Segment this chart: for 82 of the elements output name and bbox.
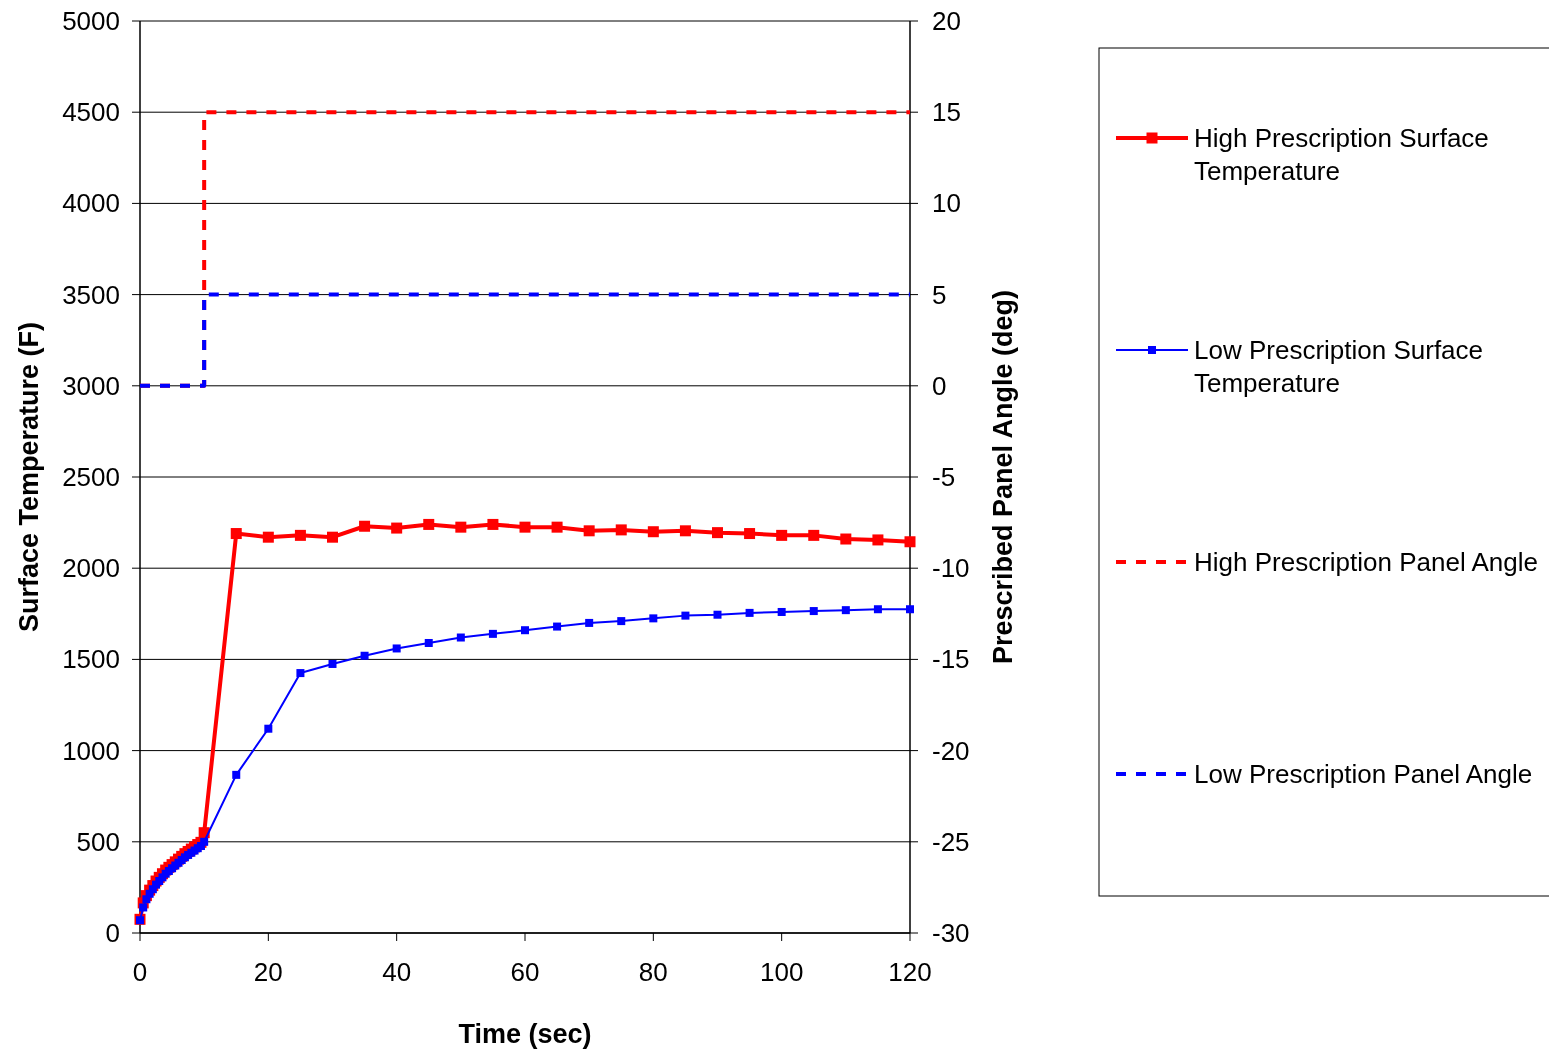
point bbox=[713, 610, 722, 619]
point bbox=[906, 605, 914, 614]
y-tick-label: 5000 bbox=[62, 6, 120, 36]
y-tick-label: 0 bbox=[105, 918, 120, 948]
y-tick-label: 1000 bbox=[62, 735, 120, 766]
point bbox=[551, 521, 563, 533]
y2-tick-label: 10 bbox=[932, 188, 961, 219]
point bbox=[521, 626, 529, 635]
point bbox=[904, 536, 916, 548]
point bbox=[776, 529, 788, 541]
x-tick-label: 120 bbox=[888, 957, 932, 987]
point bbox=[681, 611, 690, 620]
y2-tick-label: 5 bbox=[932, 279, 947, 310]
point bbox=[328, 659, 337, 668]
y2-tick-label: 0 bbox=[932, 370, 947, 401]
point bbox=[423, 518, 435, 530]
point bbox=[519, 521, 531, 533]
point bbox=[139, 903, 148, 912]
x-tick-label: 20 bbox=[253, 957, 283, 987]
y-axis-title: Surface Temperature (F) bbox=[14, 321, 44, 633]
point bbox=[392, 644, 401, 653]
y2-tick-label: 20 bbox=[932, 6, 961, 36]
x-tick-label: 100 bbox=[759, 957, 804, 987]
point bbox=[841, 606, 850, 615]
point bbox=[487, 518, 499, 530]
legend-label: Low Prescription Surface Temperature bbox=[1194, 335, 1484, 398]
point bbox=[232, 770, 241, 779]
y2-tick-label: -10 bbox=[932, 553, 970, 584]
point bbox=[617, 617, 626, 626]
point bbox=[294, 529, 306, 541]
x-tick-label: 0 bbox=[132, 957, 148, 987]
y2-axis-title: Prescribed Panel Angle (deg) bbox=[988, 289, 1018, 665]
point bbox=[679, 525, 691, 537]
point bbox=[296, 669, 305, 678]
y2-tick-label: -25 bbox=[932, 826, 970, 857]
point bbox=[553, 622, 562, 631]
y2-tick-label: -30 bbox=[932, 918, 970, 948]
legend-label: High Prescription Surface Temperature bbox=[1194, 123, 1489, 186]
y-tick-label: 2500 bbox=[62, 462, 120, 492]
point bbox=[327, 531, 338, 543]
point bbox=[809, 607, 818, 616]
point bbox=[455, 521, 467, 533]
y-tick-label: 3500 bbox=[62, 279, 120, 310]
point bbox=[808, 529, 820, 541]
point bbox=[615, 524, 627, 536]
point bbox=[840, 533, 852, 545]
point bbox=[264, 724, 273, 733]
x-tick-label: 60 bbox=[510, 957, 540, 987]
point bbox=[424, 638, 433, 647]
point bbox=[456, 633, 465, 642]
y-tick-label: 2000 bbox=[62, 553, 120, 584]
y-tick-label: 4500 bbox=[62, 97, 120, 128]
point bbox=[200, 837, 209, 846]
point bbox=[360, 651, 369, 660]
x-axis-title: Time (sec) bbox=[458, 1019, 592, 1049]
y-tick-label: 1500 bbox=[62, 644, 120, 675]
y2-tick-label: -5 bbox=[932, 462, 956, 492]
x-tick-label: 80 bbox=[638, 957, 668, 987]
point bbox=[583, 525, 595, 537]
y2-tick-label: -15 bbox=[932, 644, 970, 675]
y2-tick-label: -20 bbox=[932, 735, 970, 766]
point bbox=[230, 528, 242, 540]
point bbox=[359, 520, 371, 532]
point bbox=[712, 527, 723, 539]
point bbox=[744, 528, 756, 540]
point bbox=[647, 526, 659, 538]
point bbox=[873, 605, 882, 614]
point bbox=[488, 629, 497, 638]
x-tick-label: 40 bbox=[382, 957, 412, 987]
legend-label: Low Prescription Panel Angle bbox=[1194, 759, 1533, 789]
point bbox=[262, 531, 274, 543]
point bbox=[649, 614, 658, 623]
y-tick-label: 3000 bbox=[62, 370, 120, 401]
y-tick-label: 500 bbox=[76, 826, 120, 857]
point bbox=[391, 522, 403, 534]
point bbox=[745, 608, 754, 617]
y2-tick-label: 15 bbox=[932, 97, 961, 128]
point bbox=[777, 607, 786, 616]
point bbox=[585, 618, 594, 627]
y-tick-label: 4000 bbox=[62, 188, 120, 219]
point bbox=[872, 534, 884, 546]
legend-label: High Prescription Panel Angle bbox=[1194, 547, 1538, 577]
